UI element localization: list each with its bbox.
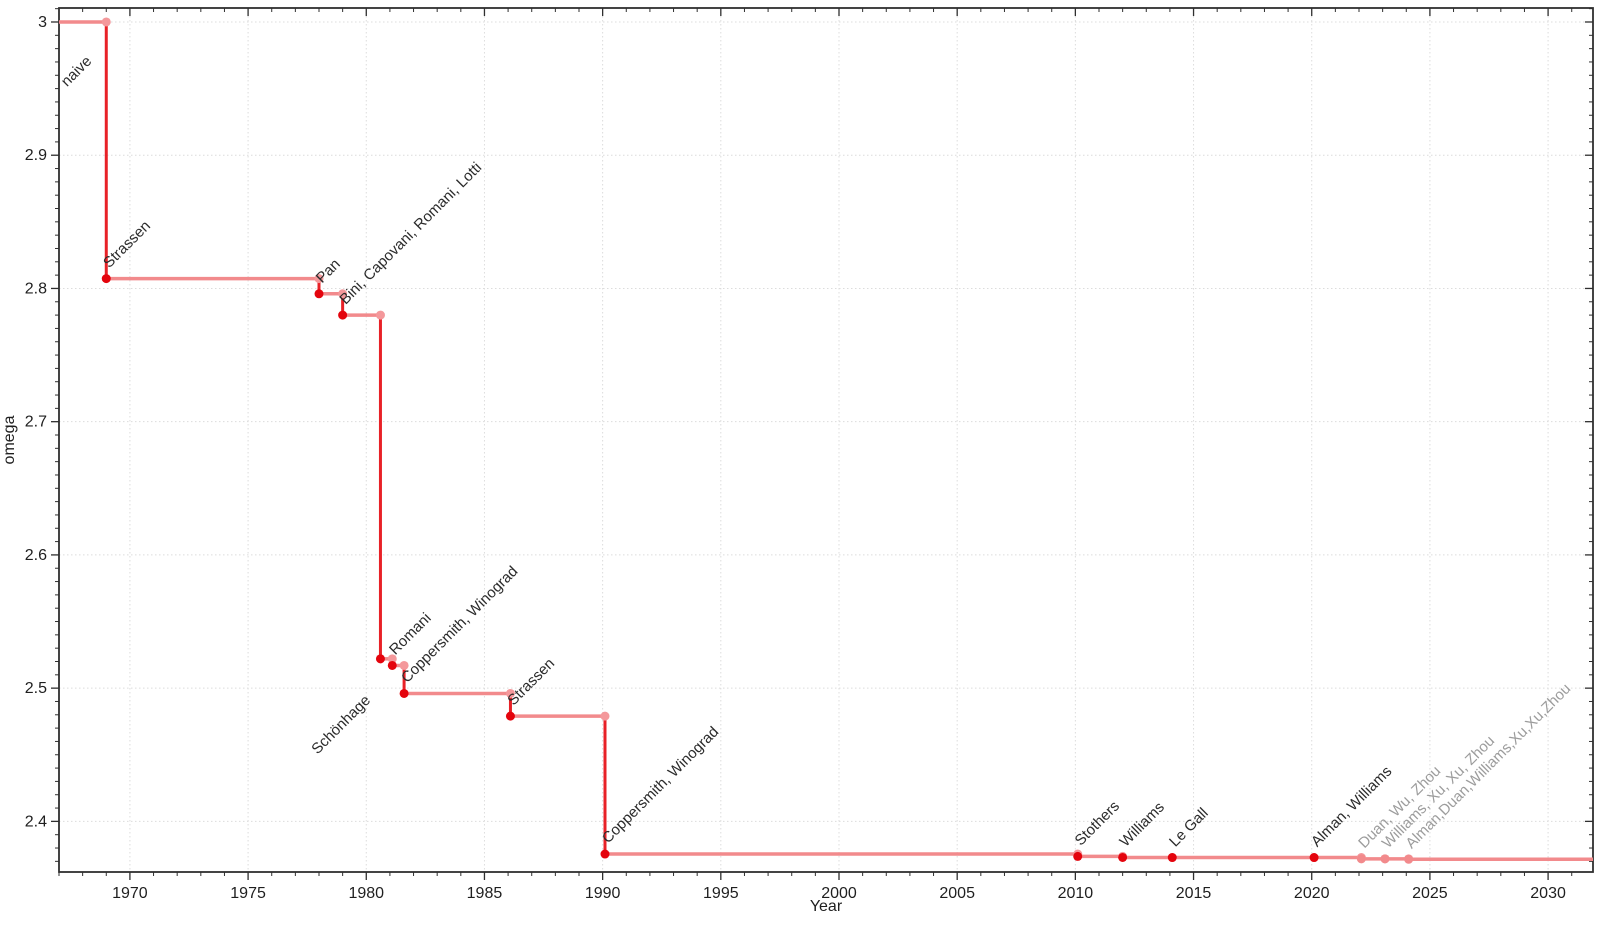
x-tick-label: 2020 (1294, 885, 1330, 902)
y-tick-label: 2.7 (25, 414, 47, 431)
data-point (505, 711, 515, 721)
corner-marker (338, 289, 348, 299)
x-tick-label: 1985 (467, 885, 503, 902)
x-tick-label: 1975 (230, 885, 266, 902)
event-label: Williams (1116, 799, 1167, 850)
corner-marker (314, 274, 324, 284)
data-point (1073, 851, 1083, 861)
data-point (101, 274, 111, 284)
data-point (314, 289, 324, 299)
data-point (1167, 853, 1177, 863)
y-tick-label: 2.5 (25, 680, 47, 697)
data-point (1404, 854, 1414, 864)
event-label: Strassen (100, 218, 154, 272)
x-tick-label: 2015 (1176, 885, 1212, 902)
event-label: Williams, Xu, Xu, Zhou (1379, 732, 1498, 851)
event-label: naive (58, 53, 95, 90)
y-tick-label: 2.8 (25, 280, 47, 297)
event-label: Schönhage (308, 692, 374, 758)
data-point (399, 688, 409, 698)
x-tick-label: 2025 (1412, 885, 1448, 902)
x-tick-label: 2000 (821, 885, 857, 902)
data-point (1118, 852, 1128, 862)
data-point (1356, 854, 1366, 864)
x-tick-label: 2030 (1530, 885, 1566, 902)
y-axis-title: omega (1, 415, 18, 464)
data-point (1309, 853, 1319, 863)
corner-marker (375, 310, 385, 320)
data-point (387, 660, 397, 670)
data-point (375, 654, 385, 664)
x-tick-label: 1970 (112, 885, 148, 902)
x-tick-label: 1995 (703, 885, 739, 902)
y-tick-label: 2.9 (25, 147, 47, 164)
x-axis-title: Year (810, 898, 843, 915)
event-label: Coppersmith, Winograd (599, 723, 722, 846)
data-point (338, 310, 348, 320)
x-tick-label: 1980 (348, 885, 384, 902)
event-label: Stothers (1072, 798, 1124, 850)
corner-marker (600, 711, 610, 721)
corner-marker (399, 660, 409, 670)
y-tick-label: 3 (38, 14, 47, 31)
y-tick-label: 2.4 (25, 813, 47, 830)
x-tick-label: 1990 (585, 885, 621, 902)
x-tick-label: 2010 (1058, 885, 1094, 902)
event-label: Le Gall (1166, 805, 1212, 851)
corner-marker (101, 17, 111, 27)
plot-frame (58, 7, 1594, 873)
data-point (1380, 854, 1390, 864)
corner-marker (387, 654, 397, 664)
event-label: Bini, Capovani, Romani, Lotti (336, 159, 485, 308)
data-point (600, 849, 610, 859)
event-label: Strassen (504, 655, 558, 709)
corner-marker (505, 688, 515, 698)
x-tick-label: 2005 (939, 885, 975, 902)
y-tick-label: 2.6 (25, 547, 47, 564)
